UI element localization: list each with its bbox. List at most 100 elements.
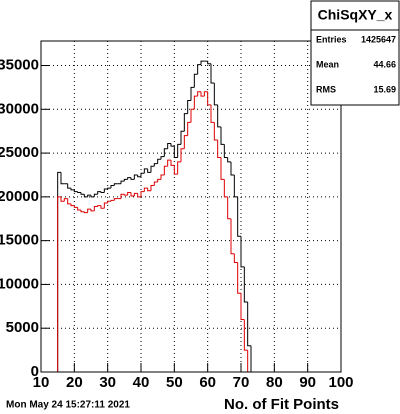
histogram-bin [217,104,221,128]
histogram-bin [103,202,108,209]
histogram-bin [207,91,211,106]
stat-label: RMS [316,84,336,94]
histogram-bin [87,208,91,213]
histogram-bin [97,205,101,207]
x-tick-label: 30 [99,374,116,391]
histogram-bin [90,195,95,198]
x-axis-title: No. of Fit Points [224,396,339,413]
histogram-bin [180,148,185,162]
histogram-bin [230,218,235,255]
histogram-bin [123,194,128,196]
histogram-bin [167,142,171,149]
histogram-bin [93,193,98,197]
histogram-bin [223,144,228,158]
histogram-bin [187,100,191,114]
histogram-bin [147,168,151,173]
histogram-bin [213,122,218,141]
y-tick-label: 0 [31,363,39,380]
histogram-bin [80,192,85,195]
histogram-bin [243,319,248,351]
x-tick-label: 10 [33,374,50,391]
histogram-bin [110,199,115,202]
histogram-bin [160,174,165,180]
histogram-bin [127,191,131,196]
y-tick-label: 35000 [0,56,39,73]
histogram-bin [70,203,75,207]
histogram-bin [77,191,81,193]
histogram-bin [130,192,135,197]
histogram-bin [163,165,168,175]
histogram-bin [233,253,238,264]
histogram-bin [150,165,155,173]
histogram-bin [240,293,245,320]
histogram-bin [120,180,125,184]
histogram-bin [113,198,118,201]
histogram-bin [197,91,201,97]
histogram-bin [150,184,155,191]
histogram-bin [157,158,161,164]
stat-value: 44.66 [373,59,396,69]
histogram-bin [120,193,125,199]
histogram-bin [203,91,208,97]
frame [40,40,342,373]
histogram-bin [97,191,101,195]
histogram-bin [87,194,91,197]
histogram-bin [110,184,115,189]
histogram-bin [113,183,118,186]
histogram-bin [93,206,98,211]
histogram-bin [133,192,138,196]
histogram-bin [167,159,171,167]
histogram-bin [227,157,231,163]
histogram-bin [200,91,205,97]
y-tick-label: 20000 [0,188,39,205]
histogram-bin [210,63,215,84]
histogram-bin [137,193,141,198]
histogram-bin [207,61,211,65]
histogram-bin [67,198,71,205]
stat-value: 1425647 [361,34,396,44]
histogram-bin [60,172,65,185]
y-tick-label: 5000 [6,319,39,336]
histogram-bin [237,262,241,294]
histogram-bin [147,188,151,192]
stat-label: Mean [316,59,339,69]
histogram-bin [223,179,228,198]
histogram-bin [90,209,95,212]
histogram-bin [137,174,141,178]
histogram-bin [233,174,238,198]
histogram-bin [210,104,215,123]
histogram-bin [100,205,105,209]
histogram-bin [197,64,201,75]
histogram-bin [213,83,218,106]
histogram-bin [190,108,195,123]
y-tick-label: 15000 [0,232,39,249]
histogram-bin [173,165,178,175]
histogram-bin [107,200,111,203]
histogram-bin [220,157,225,180]
histogram-bin [177,143,181,158]
histogram-bin [163,148,168,157]
histogram-bin [153,181,158,186]
x-tick-label: 100 [328,374,353,391]
histogram-bin [227,196,231,220]
histogram-bin [67,183,71,189]
x-tick-label: 40 [133,374,150,391]
x-tick-label: 70 [233,374,250,391]
histogram-bin [80,210,85,213]
histogram-bin [70,188,75,191]
histogram-bin [193,73,198,88]
histogram-bin [240,236,245,268]
histogram-bin [217,139,221,158]
footer: Mon May 24 15:27:11 2021 [6,400,130,411]
histogram-bin [183,135,188,149]
histogram-bin [83,194,88,198]
histogram-bin [60,196,65,202]
histogram-bin [230,161,235,176]
histogram-bin [143,187,148,192]
x-tick-label: 20 [66,374,83,391]
x-tick-label: 60 [199,374,216,391]
histogram-bin [170,143,175,147]
histogram-bin [193,95,198,110]
